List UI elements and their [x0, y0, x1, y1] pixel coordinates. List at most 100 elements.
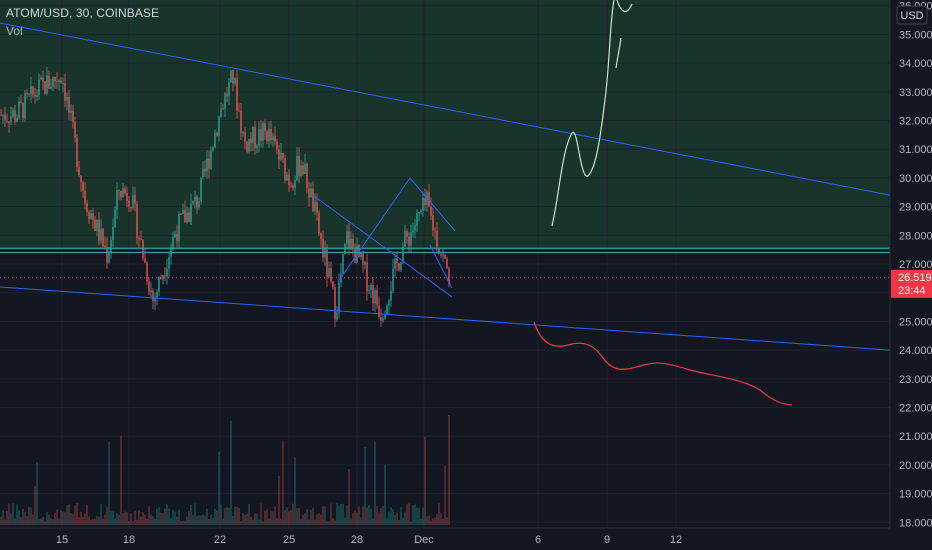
volume-bar	[64, 512, 66, 525]
candle-body	[214, 133, 216, 148]
time-tick-label: 18	[123, 534, 135, 546]
candle-body	[254, 126, 256, 149]
candle-body	[302, 165, 304, 174]
volume-bar	[344, 517, 346, 525]
volume-bar	[434, 517, 436, 525]
currency-tag-box[interactable]	[896, 5, 928, 25]
volume-bar	[446, 517, 448, 525]
candle-body	[436, 230, 438, 249]
trendline-0[interactable]	[0, 22, 891, 196]
volume-bar	[356, 512, 358, 525]
candle-body	[82, 182, 84, 192]
pattern-line-2[interactable]	[409, 177, 456, 232]
candle-body	[204, 168, 206, 172]
volume-bar	[352, 512, 354, 525]
candle-body	[262, 123, 264, 141]
candle-body	[370, 285, 372, 291]
volume-bar	[328, 520, 330, 525]
candle-body	[12, 110, 14, 117]
bullish-projection-segment[interactable]	[615, 37, 622, 69]
volume-bar	[128, 520, 130, 525]
candle-body	[64, 83, 66, 101]
bullish-projection[interactable]	[551, 0, 615, 227]
volume-bar	[262, 520, 264, 525]
bullish-projection-top[interactable]	[616, 0, 633, 13]
volume-bar	[160, 512, 162, 525]
volume-bar	[238, 507, 240, 525]
volume-bar	[192, 515, 194, 525]
candle-body	[146, 262, 148, 282]
volume-bar	[174, 511, 176, 525]
volume-bar	[372, 518, 374, 525]
volume-indicator-label[interactable]: Vol	[6, 24, 23, 38]
volume-bar	[342, 504, 344, 525]
volume-bar	[56, 509, 58, 525]
volume-bar	[280, 518, 282, 525]
candle-body	[172, 237, 174, 248]
candle-body	[378, 305, 380, 317]
candle-body	[142, 239, 144, 259]
pattern-line-0[interactable]	[313, 195, 453, 298]
symbol-title[interactable]: ATOM/USD, 30, COINBASE	[6, 6, 160, 20]
candle-body	[154, 297, 156, 302]
volume-bar	[208, 518, 210, 525]
candle-body	[60, 80, 62, 84]
candle-body	[138, 238, 140, 240]
volume-bar	[154, 519, 156, 525]
candle-body	[18, 101, 20, 118]
candle-body	[432, 215, 434, 231]
candle-body	[328, 268, 330, 277]
volume-bar	[218, 451, 220, 525]
volume-bar	[186, 516, 188, 525]
currency-label[interactable]: USD	[896, 5, 928, 25]
volume-bar	[298, 507, 300, 525]
volume-bar	[302, 515, 304, 525]
price-tick-label: 22.000	[899, 402, 932, 414]
pattern-line-1[interactable]	[337, 177, 411, 283]
candle-body	[192, 200, 194, 204]
candle-body	[28, 94, 30, 95]
candle-body	[72, 110, 74, 122]
volume-bar	[32, 514, 34, 525]
candle-body	[242, 132, 244, 134]
volume-bar	[106, 506, 108, 525]
volume-bar	[104, 514, 106, 525]
volume-bar	[24, 512, 26, 525]
volume-bar	[290, 509, 292, 525]
candle-body	[66, 97, 68, 101]
candle-body	[390, 290, 392, 301]
volume-bar	[282, 440, 284, 525]
volume-bar	[436, 514, 438, 525]
candle-body	[32, 86, 34, 95]
candle-body	[346, 231, 348, 245]
trendline-1[interactable]	[0, 286, 891, 351]
volume-bar	[90, 519, 92, 525]
volume-bar	[396, 512, 398, 525]
volume-bar	[26, 516, 28, 525]
candle-body	[394, 258, 396, 269]
volume-bar	[20, 516, 22, 525]
volume-bar	[348, 468, 350, 525]
candle-body	[290, 185, 292, 187]
candle-body	[62, 83, 64, 84]
candle-body	[220, 108, 222, 117]
candle-body	[70, 110, 72, 113]
volume-bar	[162, 513, 164, 525]
candle-body	[198, 201, 200, 208]
time-axis[interactable]	[0, 528, 932, 550]
candle-body	[300, 165, 302, 177]
price-axis[interactable]	[890, 0, 932, 528]
bearish-projection[interactable]	[533, 321, 793, 406]
volume-bar	[288, 511, 290, 525]
pattern-line-3[interactable]	[429, 244, 453, 289]
candle-body	[10, 116, 12, 124]
candle-body	[398, 263, 400, 270]
volume-bar	[168, 508, 170, 525]
volume-bar	[404, 512, 406, 525]
price-tick-label: 24.000	[899, 345, 932, 357]
candle-body	[218, 116, 220, 136]
candle-body	[156, 291, 158, 298]
volume-bar	[132, 520, 134, 525]
